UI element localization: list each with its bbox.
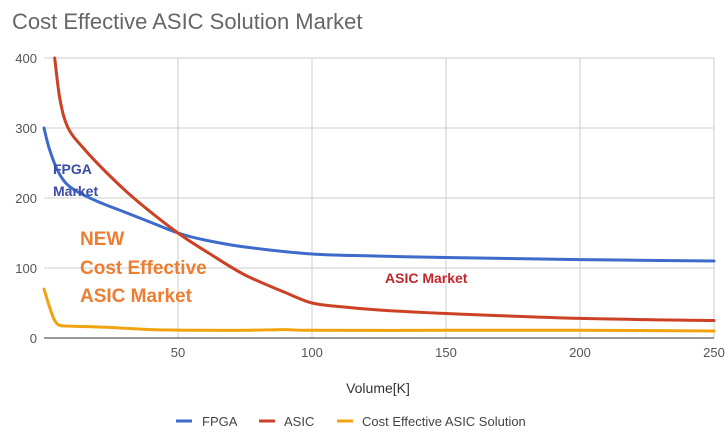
y-tick-label-400: 400 [15, 51, 37, 66]
x-tick-label-250: 250 [703, 345, 725, 360]
legend-label-fpga: FPGA [202, 414, 238, 429]
y-tick-label-0: 0 [30, 331, 37, 346]
series-line-fpga [42, 126, 716, 263]
annotation-fpga-line1: FPGA [53, 161, 92, 177]
annotation-fpga-market: FPGA Market [53, 161, 98, 199]
legend-item-fpga: FPGA [176, 414, 238, 429]
legend-label-asic: ASIC [284, 414, 314, 429]
x-axis: 50 100 150 200 250 [171, 345, 725, 360]
x-tick-label-200: 200 [569, 345, 591, 360]
grid [44, 57, 715, 338]
y-tick-label-200: 200 [15, 191, 37, 206]
chart-title: Cost Effective ASIC Solution Market [12, 9, 363, 34]
legend-item-asic: ASIC [259, 414, 314, 429]
x-tick-label-100: 100 [301, 345, 323, 360]
legend: FPGA ASIC Cost Effective ASIC Solution [176, 414, 526, 429]
annotation-fpga-line2: Market [53, 183, 98, 199]
x-tick-label-50: 50 [171, 345, 185, 360]
series-line-cost-effective-asic-solution [42, 287, 716, 333]
legend-label-cost-effective-asic-solution: Cost Effective ASIC Solution [362, 414, 526, 429]
series-lines [42, 56, 716, 333]
y-axis: 0 100 200 300 400 [15, 51, 37, 346]
legend-item-cost-effective-asic-solution: Cost Effective ASIC Solution [337, 414, 526, 429]
series-line-asic [53, 56, 716, 322]
y-tick-label-300: 300 [15, 121, 37, 136]
annotation-new-cost-effective: NEW Cost Effective ASIC Market [80, 229, 207, 307]
annotation-new-line2: Cost Effective [80, 258, 207, 279]
annotation-new-line1: NEW [80, 229, 124, 250]
annotation-asic-market: ASIC Market [385, 270, 468, 286]
annotation-new-line3: ASIC Market [80, 286, 193, 307]
y-tick-label-100: 100 [15, 261, 37, 276]
x-tick-label-150: 150 [435, 345, 457, 360]
x-axis-title: Volume[K] [346, 380, 410, 396]
